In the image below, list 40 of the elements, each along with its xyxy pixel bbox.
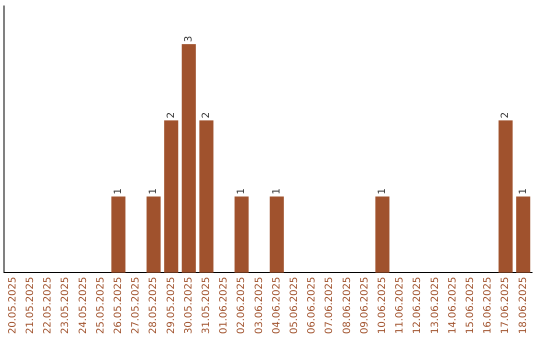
data-label: 1 [376, 188, 388, 195]
x-tick-label: 10.06.2025 [376, 276, 388, 334]
x-tick-label: 27.05.2025 [130, 276, 142, 334]
x-tick-label: 25.05.2025 [95, 276, 106, 334]
x-tick-label: 07.06.2025 [324, 276, 336, 334]
x-tick-label: 08.06.2025 [342, 276, 353, 334]
x-tick-label: 17.06.2025 [500, 276, 512, 334]
data-label: 3 [183, 36, 194, 42]
x-tick-label: 20.05.2025 [7, 276, 18, 334]
x-tick-label: 11.06.2025 [394, 276, 406, 334]
x-tick-label: 14.06.2025 [447, 276, 458, 334]
x-tick-label: 06.06.2025 [306, 276, 318, 334]
data-label: 2 [166, 112, 177, 118]
x-tick-label: 22.05.2025 [42, 276, 54, 334]
data-label: 1 [518, 188, 529, 195]
data-label: 1 [112, 188, 124, 195]
x-tick-label: 30.05.2025 [183, 276, 194, 334]
data-label: 1 [236, 188, 248, 195]
x-tick-label: 26.05.2025 [112, 276, 124, 334]
data-label: 1 [271, 188, 282, 195]
x-tick-label: 09.06.2025 [359, 276, 370, 334]
x-tick-label: 13.06.2025 [430, 276, 441, 334]
x-tick-label: 21.05.2025 [24, 276, 36, 334]
x-tick-label: 28.05.2025 [148, 276, 160, 334]
x-tick-label: 02.06.2025 [236, 276, 248, 334]
data-label: 2 [200, 112, 212, 118]
x-tick-label: 29.05.2025 [166, 276, 177, 334]
x-tick-label: 12.06.2025 [412, 276, 424, 334]
x-tick-label: 05.06.2025 [288, 276, 300, 334]
data-label: 2 [500, 112, 512, 118]
x-tick-label: 16.06.2025 [482, 276, 494, 334]
x-tick-label: 04.06.2025 [271, 276, 282, 334]
x-tick-label: 03.06.2025 [254, 276, 265, 334]
x-tick-label: 18.06.2025 [518, 276, 529, 334]
x-tick-label: 31.05.2025 [200, 276, 212, 334]
x-tick-label: 24.05.2025 [78, 276, 89, 334]
data-label: 1 [148, 188, 160, 195]
x-tick-label: 01.06.2025 [218, 276, 230, 334]
x-tick-label: 23.05.2025 [60, 276, 72, 334]
x-tick-label: 15.06.2025 [464, 276, 476, 334]
